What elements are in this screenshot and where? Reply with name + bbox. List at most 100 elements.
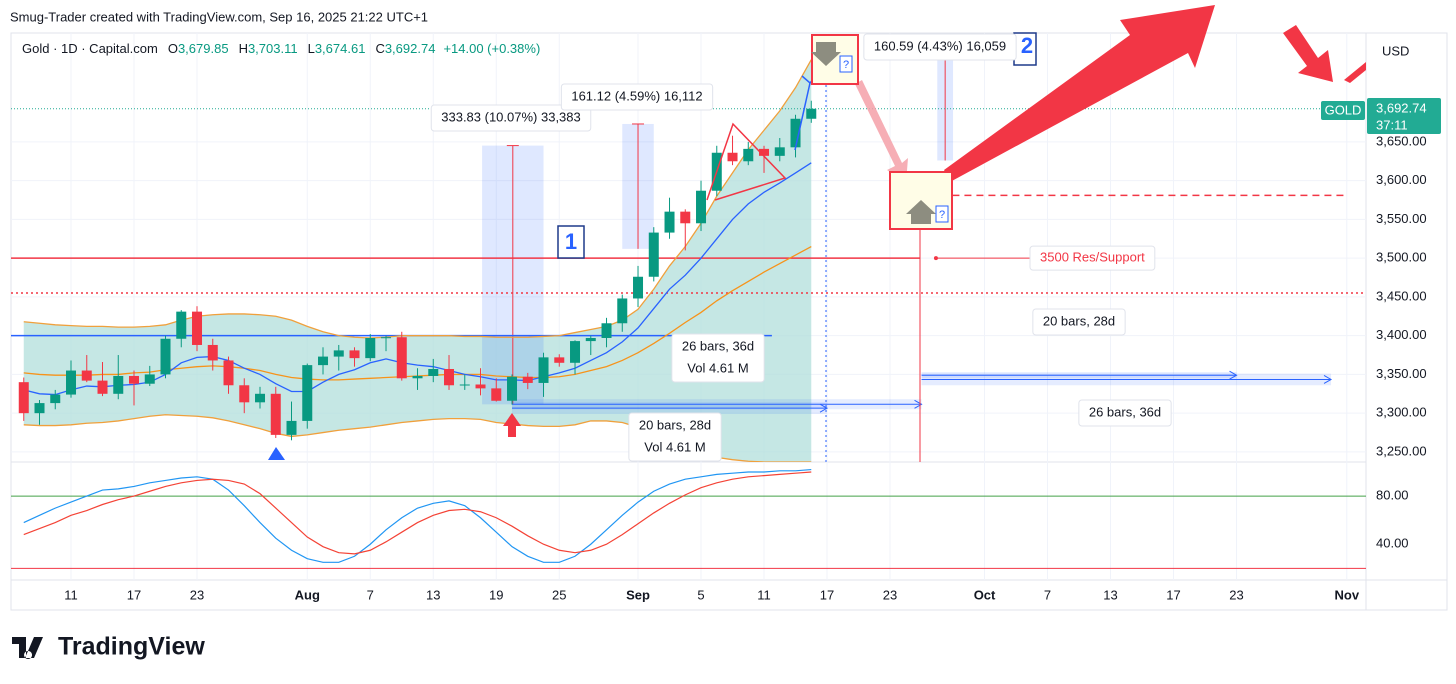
up-icon (906, 200, 936, 224)
candle-body (475, 384, 486, 389)
candle-body (113, 375, 124, 394)
candle-body (18, 382, 29, 414)
candle-body (365, 337, 376, 359)
measure-label: 26 bars, 36d (1078, 399, 1172, 427)
candle-body (806, 108, 817, 119)
range-head (914, 399, 923, 409)
y-tick-label: 3,450.00 (1376, 288, 1427, 303)
label-text: 333.83 (10.07%) 33,383 (441, 109, 581, 124)
projection (794, 82, 811, 151)
y-tick-label: 3,350.00 (1376, 366, 1427, 381)
arrow (855, 80, 908, 183)
big-arrow (1283, 25, 1333, 82)
icon-box (935, 205, 949, 223)
candle-body (412, 375, 423, 379)
measure-label: 20 bars, 28d Vol 4.61 M (628, 412, 722, 462)
indicator-line (23, 162, 812, 396)
candle-body (648, 232, 659, 277)
candle-body (522, 376, 533, 383)
candle-body (176, 311, 187, 339)
candle-body (459, 384, 470, 386)
label-box (430, 104, 592, 132)
candle-body (554, 357, 565, 363)
label-text: Vol 4.61 M (687, 360, 748, 375)
x-tick-label: 17 (820, 587, 834, 602)
ohlc-value: 3,674.61 (315, 41, 366, 56)
candle-body (160, 338, 171, 375)
measure-label: 26 bars, 36d Vol 4.61 M (671, 333, 765, 383)
candle-body (727, 152, 738, 162)
candle-body (302, 365, 313, 421)
symbol-title: Gold · 1D · Capital.com (22, 41, 158, 56)
label-box (1078, 399, 1172, 427)
candle-body (743, 148, 754, 162)
label-box (671, 333, 765, 383)
wave-label: 2 (1021, 33, 1033, 58)
oscillator-pane (11, 462, 1366, 580)
down-icon (811, 42, 841, 66)
candle-body (318, 356, 329, 366)
candle-body (507, 376, 518, 401)
signal-up (268, 447, 285, 460)
x-tick-label: Sep (626, 587, 650, 602)
y-tick-label: 3,400.00 (1376, 327, 1427, 342)
x-tick-label: 7 (367, 587, 374, 602)
label-text: 20 bars, 28d (639, 417, 711, 432)
label-dot (933, 256, 938, 261)
logo: TradingView (12, 633, 205, 661)
label-text: Vol 4.61 M (644, 439, 705, 454)
x-tick-label: 23 (883, 587, 897, 602)
candle-body (381, 337, 392, 339)
candle-body (129, 375, 140, 384)
candle-body (81, 370, 92, 381)
measure-label: 20 bars, 28d (1032, 308, 1126, 336)
x-tick-label: 17 (1166, 587, 1180, 602)
x-tick-label: 5 (697, 587, 704, 602)
icon-text: ? (843, 59, 849, 71)
price-tag (1367, 98, 1441, 134)
x-tick-label: Oct (974, 587, 996, 602)
candle-body (97, 380, 108, 394)
x-tick-label: 11 (64, 587, 78, 602)
candle-body (34, 403, 45, 414)
y-tick-label: 3,600.00 (1376, 172, 1427, 187)
label-box (1032, 308, 1126, 336)
candle-body (223, 360, 234, 386)
osc-tick-label: 80.00 (1376, 488, 1409, 503)
label-text: 160.59 (4.43%) 16,059 (874, 38, 1006, 53)
range-head (819, 403, 829, 413)
candle-body (270, 393, 281, 435)
candle-body (585, 337, 596, 342)
x-tick-label: 11 (757, 587, 771, 602)
y-tick-label: 3,550.00 (1376, 211, 1427, 226)
currency: USD (1382, 43, 1409, 58)
brand: TradingView (58, 633, 205, 661)
candle-body (192, 311, 203, 345)
y-tick-label: 3,500.00 (1376, 250, 1427, 265)
logo-mark (12, 637, 43, 659)
candle-body (790, 118, 801, 148)
candle-body (491, 388, 502, 401)
x-tick-label: 17 (127, 587, 141, 602)
icon-text: ? (939, 209, 945, 221)
candle-body (428, 368, 439, 376)
candle-body (239, 385, 250, 403)
y-tick-label: 3,650.00 (1376, 133, 1427, 148)
osc-tick-label: 40.00 (1376, 536, 1409, 551)
x-tick-label: 19 (489, 587, 503, 602)
label-text: 20 bars, 28d (1043, 313, 1115, 328)
ohlc-value: 3,679.85 (178, 41, 229, 56)
x-tick-label: 13 (1103, 587, 1117, 602)
candle-body (617, 298, 628, 324)
x-tick-label: 23 (1229, 587, 1243, 602)
ohlc-key: L (308, 41, 315, 56)
candle-body (207, 344, 218, 361)
candle-body (444, 368, 455, 386)
candle-body (349, 350, 360, 359)
measure-label: 160.59 (4.43%) 16,059 (863, 33, 1017, 61)
x-tick-label: 23 (190, 587, 204, 602)
x-tick-label: 7 (1044, 587, 1051, 602)
signal-up (503, 413, 521, 437)
candle-body (50, 394, 61, 404)
